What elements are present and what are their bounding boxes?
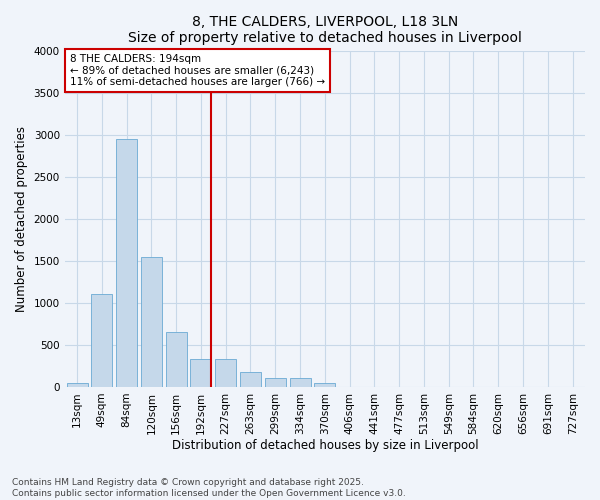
X-axis label: Distribution of detached houses by size in Liverpool: Distribution of detached houses by size …	[172, 440, 478, 452]
Title: 8, THE CALDERS, LIVERPOOL, L18 3LN
Size of property relative to detached houses : 8, THE CALDERS, LIVERPOOL, L18 3LN Size …	[128, 15, 522, 45]
Bar	[314, 383, 335, 387]
Bar	[265, 378, 286, 387]
Bar	[91, 294, 112, 387]
Y-axis label: Number of detached properties: Number of detached properties	[15, 126, 28, 312]
Bar	[116, 139, 137, 387]
Bar	[166, 332, 187, 387]
Bar	[141, 256, 162, 387]
Text: 8 THE CALDERS: 194sqm
← 89% of detached houses are smaller (6,243)
11% of semi-d: 8 THE CALDERS: 194sqm ← 89% of detached …	[70, 54, 325, 87]
Bar	[240, 372, 261, 387]
Bar	[67, 383, 88, 387]
Bar	[190, 359, 211, 387]
Bar	[290, 378, 311, 387]
Text: Contains HM Land Registry data © Crown copyright and database right 2025.
Contai: Contains HM Land Registry data © Crown c…	[12, 478, 406, 498]
Bar	[215, 359, 236, 387]
